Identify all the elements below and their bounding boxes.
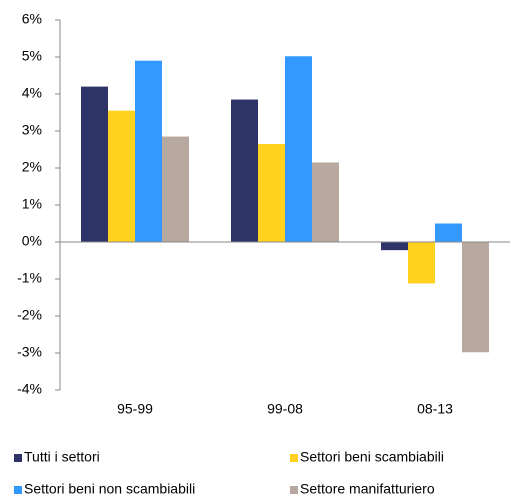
x-tick-label: 99-08: [267, 401, 303, 417]
y-tick-label: 2%: [22, 159, 42, 175]
legend-label: Settore manifatturiero: [300, 481, 435, 497]
y-tick-label: -3%: [17, 344, 42, 360]
bar: [312, 162, 339, 242]
y-tick-label: -1%: [17, 270, 42, 286]
bar: [408, 242, 435, 284]
y-tick-label: 4%: [22, 85, 42, 101]
bar: [162, 136, 189, 242]
bar: [381, 242, 408, 251]
bar: [108, 110, 135, 243]
legend-swatch: [14, 486, 22, 494]
y-tick-label: 3%: [22, 122, 42, 138]
bar: [435, 223, 462, 242]
y-tick-label: -2%: [17, 307, 42, 323]
legend-swatch: [290, 486, 298, 494]
bar: [231, 99, 258, 242]
y-tick-label: 5%: [22, 48, 42, 64]
x-tick-label: 08-13: [417, 401, 453, 417]
bar: [258, 143, 285, 242]
y-tick-label: -4%: [17, 381, 42, 397]
y-tick-label: 0%: [22, 233, 42, 249]
legend-label: Tutti i settori: [24, 449, 100, 465]
y-tick-label: 6%: [22, 11, 42, 27]
legend-swatch: [290, 454, 298, 462]
bar: [285, 56, 312, 243]
legend-swatch: [14, 454, 22, 462]
bar: [135, 60, 162, 243]
legend-label: Settori beni non scambiabili: [24, 481, 195, 497]
y-tick-label: 1%: [22, 196, 42, 212]
bar: [81, 86, 108, 242]
x-tick-label: 95-99: [117, 401, 153, 417]
bar: [462, 242, 489, 353]
legend-label: Settori beni scambiabili: [300, 449, 444, 465]
